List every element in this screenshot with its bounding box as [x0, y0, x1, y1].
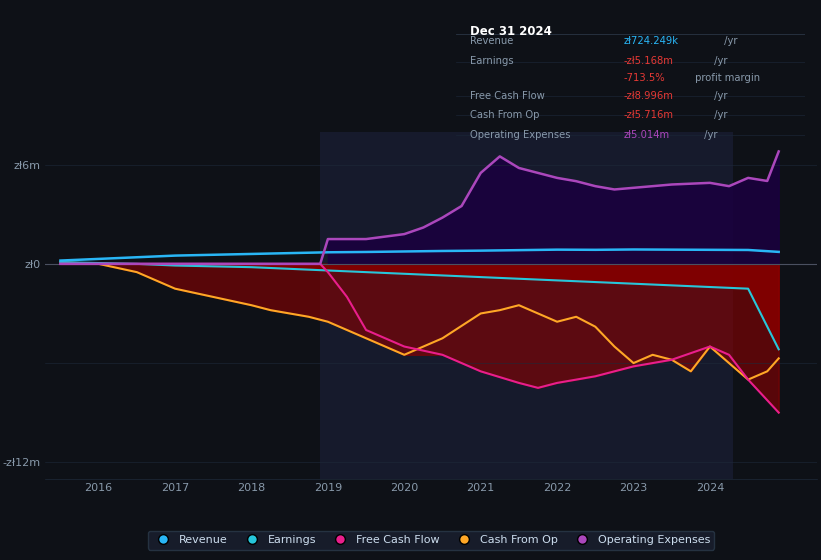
Text: -713.5%: -713.5%: [623, 72, 665, 82]
Text: -zł5.168m: -zł5.168m: [623, 56, 673, 66]
Text: Dec 31 2024: Dec 31 2024: [470, 25, 552, 38]
Text: -zł8.996m: -zł8.996m: [623, 91, 673, 101]
Text: zł724.249k: zł724.249k: [623, 36, 678, 46]
Text: /yr: /yr: [721, 36, 737, 46]
Text: -zł5.716m: -zł5.716m: [623, 110, 673, 120]
Text: Revenue: Revenue: [470, 36, 513, 46]
Legend: Revenue, Earnings, Free Cash Flow, Cash From Op, Operating Expenses: Revenue, Earnings, Free Cash Flow, Cash …: [148, 531, 714, 549]
Text: Operating Expenses: Operating Expenses: [470, 130, 570, 140]
Text: zł5.014m: zł5.014m: [623, 130, 669, 140]
Text: /yr: /yr: [711, 56, 727, 66]
Text: /yr: /yr: [701, 130, 718, 140]
Text: Earnings: Earnings: [470, 56, 513, 66]
Bar: [320, 132, 733, 479]
Text: /yr: /yr: [711, 91, 727, 101]
Text: Cash From Op: Cash From Op: [470, 110, 539, 120]
Text: profit margin: profit margin: [691, 72, 759, 82]
Text: /yr: /yr: [711, 110, 727, 120]
Text: Free Cash Flow: Free Cash Flow: [470, 91, 544, 101]
